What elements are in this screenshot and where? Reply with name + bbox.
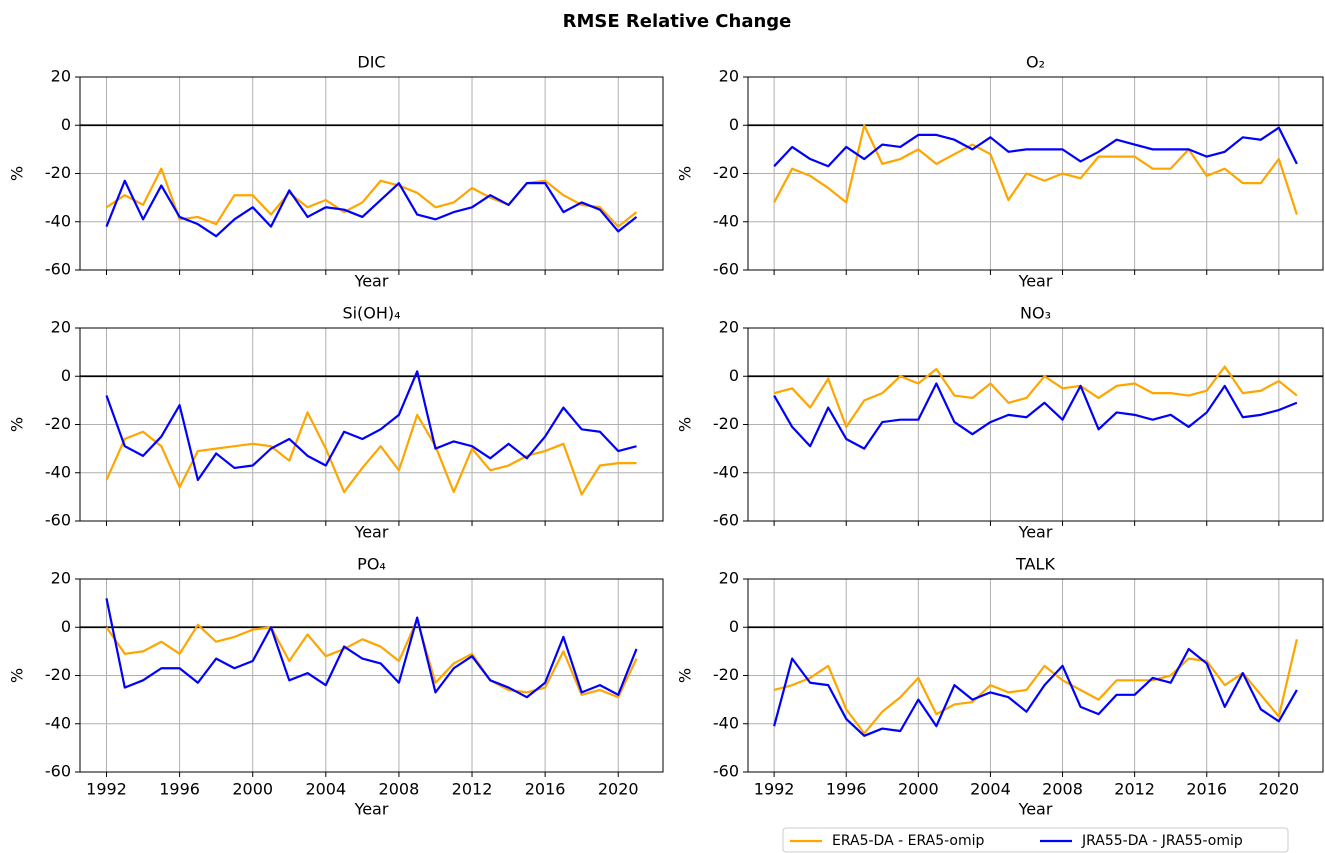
x-tick-label: 2020 (598, 780, 639, 799)
y-tick-label: -60 (713, 511, 739, 530)
y-tick-label: -40 (713, 462, 739, 481)
x-axis-label: Year (354, 272, 389, 291)
data-line (773, 126, 1298, 168)
data-line (773, 365, 1298, 429)
y-axis-label: % (8, 166, 27, 181)
axes-frame (79, 76, 664, 271)
y-tick-label: -20 (45, 665, 71, 684)
subplot-title: Si(OH)₄ (342, 304, 400, 323)
y-tick-label: -20 (45, 414, 71, 433)
y-tick-label: 0 (61, 617, 71, 636)
y-axis-label: % (676, 668, 695, 683)
x-tick-label: 1996 (826, 780, 867, 799)
axes-frame (747, 327, 1324, 522)
x-tick-label: 2004 (305, 780, 346, 799)
x-axis-label: Year (1018, 523, 1053, 542)
axes-frame (79, 327, 664, 522)
y-tick-label: 20 (51, 569, 71, 588)
subplot-title: O₂ (1026, 53, 1045, 72)
y-tick-label: 20 (719, 67, 739, 86)
x-tick-label: 2004 (970, 780, 1011, 799)
y-tick-label: -60 (713, 762, 739, 781)
data-line (773, 647, 1298, 737)
subplot-title: TALK (1015, 555, 1055, 574)
x-tick-label: 2020 (1258, 780, 1299, 799)
data-line (105, 167, 638, 228)
y-tick-label: 0 (61, 115, 71, 134)
x-axis-label: Year (1018, 272, 1053, 291)
data-line (105, 411, 637, 496)
y-tick-label: 0 (729, 617, 739, 636)
x-axis-label: Year (1018, 800, 1053, 819)
x-tick-label: 1992 (754, 780, 795, 799)
y-tick-label: 20 (719, 569, 739, 588)
y-tick-label: 20 (51, 318, 71, 337)
x-tick-label: 2016 (525, 780, 566, 799)
data-line (773, 639, 1298, 735)
y-tick-label: -40 (713, 211, 739, 230)
y-tick-label: -20 (713, 163, 739, 182)
y-axis-label: % (8, 417, 27, 432)
axes-frame (747, 578, 1324, 773)
legend-box (782, 827, 1289, 853)
y-tick-label: -60 (45, 260, 71, 279)
y-tick-label: 0 (729, 115, 739, 134)
y-tick-label: -20 (713, 665, 739, 684)
y-tick-label: -60 (713, 260, 739, 279)
axes-frame (747, 76, 1324, 271)
y-tick-label: -20 (713, 414, 739, 433)
x-axis-label: Year (354, 800, 389, 819)
y-axis-label: % (8, 668, 27, 683)
x-tick-label: 2000 (232, 780, 273, 799)
x-tick-label: 2012 (452, 780, 493, 799)
y-tick-label: 20 (51, 67, 71, 86)
legend-label: JRA55-DA - JRA55-omip (1081, 833, 1243, 849)
x-tick-label: 1992 (86, 780, 127, 799)
y-tick-label: -40 (45, 713, 71, 732)
y-tick-label: -40 (45, 462, 71, 481)
x-axis-label: Year (354, 523, 389, 542)
y-tick-label: 20 (719, 318, 739, 337)
data-line (105, 179, 638, 238)
data-line (773, 382, 1298, 450)
data-line (105, 598, 638, 699)
subplot-title: NO₃ (1020, 304, 1051, 323)
data-line (105, 370, 637, 482)
figure-title: RMSE Relative Change (563, 11, 792, 32)
x-tick-label: 2008 (379, 780, 420, 799)
y-axis-label: % (676, 417, 695, 432)
y-tick-label: -60 (45, 511, 71, 530)
y-tick-label: -40 (45, 211, 71, 230)
subplot-title: DIC (357, 53, 385, 72)
y-tick-label: 0 (729, 366, 739, 385)
y-tick-label: -60 (45, 762, 71, 781)
y-tick-label: -40 (713, 713, 739, 732)
axes-frame (79, 578, 664, 773)
subplot-title: PO₄ (357, 555, 386, 574)
x-tick-label: 1996 (159, 780, 200, 799)
legend-label: ERA5-DA - ERA5-omip (832, 833, 985, 849)
data-line (105, 618, 638, 699)
x-tick-label: 2008 (1042, 780, 1083, 799)
data-line (773, 124, 1298, 215)
y-axis-label: % (676, 166, 695, 181)
x-tick-label: 2000 (898, 780, 939, 799)
y-tick-label: -20 (45, 163, 71, 182)
x-tick-label: 2016 (1186, 780, 1227, 799)
x-tick-label: 2012 (1114, 780, 1155, 799)
y-tick-label: 0 (61, 366, 71, 385)
